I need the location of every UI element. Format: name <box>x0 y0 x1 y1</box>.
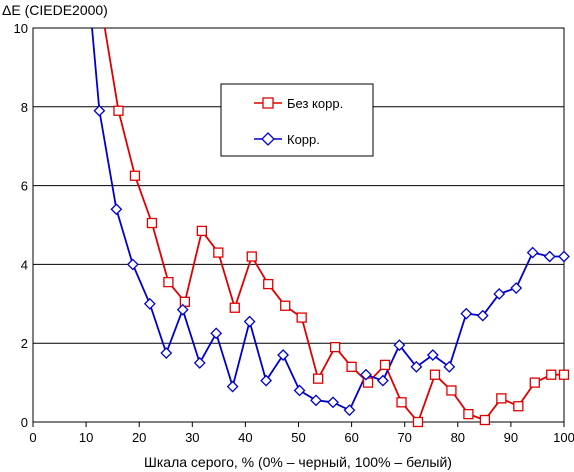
legend-marker-series-1 <box>262 97 274 109</box>
data-point-series-1 <box>329 341 341 353</box>
data-point-series-1 <box>412 416 424 428</box>
data-point-series-2 <box>126 258 139 271</box>
data-point-series-2 <box>543 250 556 263</box>
data-point-series-1 <box>379 359 391 371</box>
legend-label-series-2: Корр. <box>287 132 320 147</box>
data-point-series-2 <box>377 374 389 387</box>
data-point-series-2 <box>343 404 356 417</box>
data-point-series-1 <box>312 373 324 384</box>
data-point-series-1 <box>263 278 274 290</box>
x-axis-title: Шкала серого, % (0% – черный, 100% – бел… <box>144 454 452 470</box>
data-point-series-2 <box>493 288 506 300</box>
data-point-series-2 <box>476 309 489 322</box>
data-point-series-2 <box>226 380 239 393</box>
data-point-series-1 <box>513 401 524 412</box>
y-tick-label: 6 <box>21 179 28 194</box>
x-tick-labels: 0 10 20 30 40 50 60 70 80 90 100 <box>29 422 574 445</box>
x-tick-label: 40 <box>238 430 252 445</box>
data-point-series-1 <box>463 408 474 420</box>
data-point-series-1 <box>246 251 257 262</box>
data-point-series-1 <box>280 300 291 311</box>
data-point-series-2 <box>443 360 456 373</box>
data-point-series-2 <box>426 349 439 361</box>
data-point-series-1 <box>546 369 557 380</box>
data-point-series-1 <box>396 397 407 408</box>
y-tick-labels: 0 2 4 6 8 10 <box>14 21 28 430</box>
data-point-series-2 <box>310 394 322 407</box>
data-point-series-1 <box>496 393 507 404</box>
series-line-2 <box>91 28 564 412</box>
data-point-series-1 <box>113 105 124 116</box>
data-point-series-2 <box>110 203 123 216</box>
data-point-series-1 <box>129 170 141 181</box>
data-point-series-2 <box>360 368 372 381</box>
data-point-series-2 <box>460 307 473 320</box>
legend-marker-series-2 <box>261 132 275 146</box>
data-point-series-1 <box>229 302 240 313</box>
y-tick-label: 2 <box>21 336 28 351</box>
data-point-series-1 <box>446 385 457 396</box>
data-point-series-1 <box>296 312 307 323</box>
data-point-series-2 <box>510 282 523 294</box>
data-point-series-2 <box>243 315 256 328</box>
legend-box <box>220 83 374 157</box>
y-tick-label: 0 <box>21 415 28 430</box>
x-tick-label: 10 <box>79 430 93 445</box>
y-tick-label: 8 <box>21 100 28 115</box>
data-point-series-2 <box>176 303 189 316</box>
data-point-series-2 <box>277 349 290 361</box>
data-point-series-2 <box>143 297 156 310</box>
data-point-series-2 <box>393 339 406 352</box>
x-tick-label: 80 <box>451 430 465 445</box>
x-tick-label: 90 <box>504 430 518 445</box>
data-point-series-1 <box>429 369 441 380</box>
data-point-series-1 <box>213 247 224 258</box>
data-point-series-2 <box>293 384 306 397</box>
data-point-series-2 <box>210 327 223 340</box>
x-tick-label: 70 <box>397 430 411 445</box>
data-point-series-2 <box>410 360 423 373</box>
x-tick-label: 60 <box>344 430 358 445</box>
data-point-series-1 <box>558 369 570 380</box>
data-point-series-2 <box>327 396 339 409</box>
data-point-series-2 <box>193 356 206 369</box>
data-point-series-1 <box>479 414 491 426</box>
y-axis-title: ΔE (CIEDE2000) <box>2 2 108 18</box>
x-tick-label: 50 <box>291 430 305 445</box>
x-tick-label: 100 <box>553 430 574 445</box>
data-point-series-2 <box>260 374 273 387</box>
legend-label-series-1: Без корр. <box>287 96 343 111</box>
data-point-series-1 <box>146 217 158 229</box>
data-point-series-2 <box>93 104 106 117</box>
data-point-series-2 <box>526 246 539 259</box>
x-tick-label: 30 <box>185 430 199 445</box>
y-tick-label: 10 <box>14 21 28 36</box>
data-point-series-1 <box>529 377 540 388</box>
x-tick-label: 20 <box>132 430 146 445</box>
data-point-series-2 <box>558 250 570 263</box>
data-point-series-2 <box>160 347 173 359</box>
data-point-series-1 <box>346 361 357 372</box>
data-point-series-1 <box>196 225 208 237</box>
marker-layer <box>93 104 570 428</box>
data-point-series-1 <box>163 276 174 288</box>
legend: Без корр. Корр. <box>220 83 374 157</box>
x-tick-label: 0 <box>29 430 36 445</box>
y-tick-label: 4 <box>21 257 28 272</box>
